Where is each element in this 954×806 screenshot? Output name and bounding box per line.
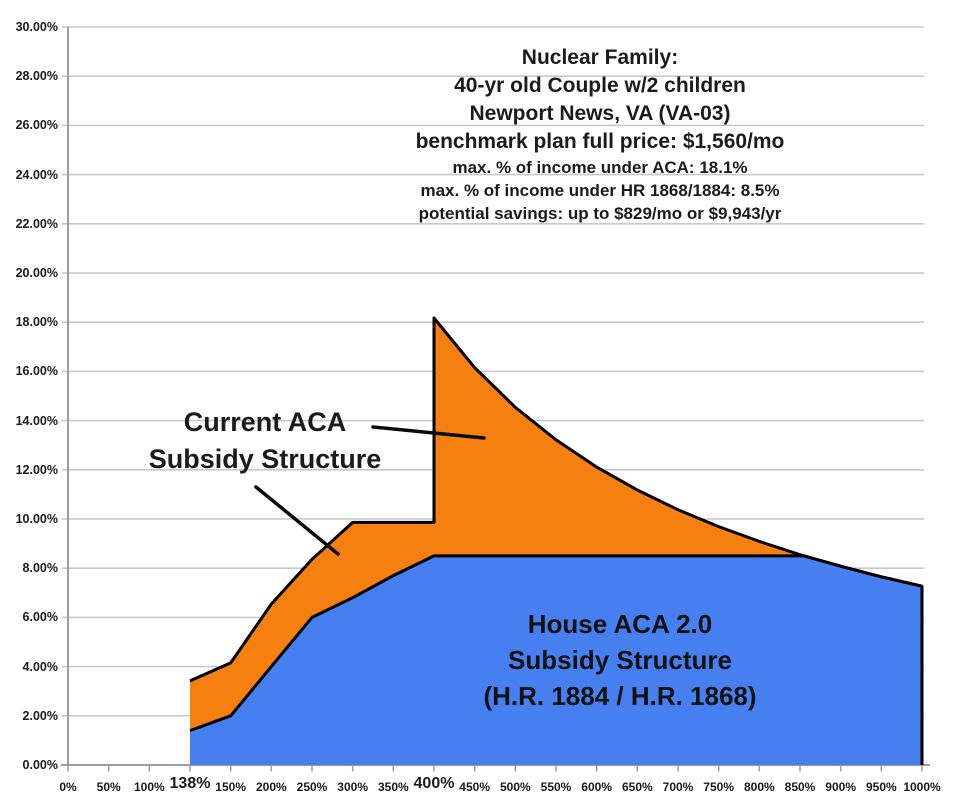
x-tick-label: 450% — [459, 780, 490, 794]
x-tick-label: 600% — [581, 780, 612, 794]
title-line-max-aca: max. % of income under ACA: 18.1% — [452, 158, 748, 177]
x-tick-label: 800% — [743, 780, 775, 794]
y-tick-label: 8.00% — [22, 561, 58, 576]
x-tick-label: 500% — [499, 780, 531, 794]
title-line-benchmark: benchmark plan full price: $1,560/mo — [415, 130, 785, 153]
y-tick-label: 4.00% — [22, 659, 58, 674]
x-tick-label: 200% — [255, 780, 287, 794]
x-tick-label: 400% — [413, 775, 455, 792]
title-line-couple: 40-yr old Couple w/2 children — [454, 74, 746, 97]
aca-area — [190, 318, 922, 731]
y-tick-label: 16.00% — [15, 364, 58, 379]
y-tick-label: 10.00% — [15, 512, 58, 526]
title-line-max-hr: max. % of income under HR 1868/1884: 8.5… — [420, 181, 780, 200]
chart-title-block: Nuclear Family: 40-yr old Couple w/2 chi… — [270, 44, 930, 225]
x-tick-label: 138% — [169, 775, 211, 792]
y-tick-label: 0.00% — [22, 758, 58, 772]
x-tick-label: 700% — [662, 780, 694, 794]
aca-area-label: Current ACA Subsidy Structure — [95, 404, 435, 478]
x-tick-label: 550% — [540, 780, 572, 794]
house-area — [190, 555, 922, 765]
y-tick-label: 14.00% — [15, 413, 58, 428]
title-line-savings: potential savings: up to $829/mo or $9,9… — [418, 204, 782, 223]
house-area-label-line2: Subsidy Structure — [508, 645, 732, 675]
x-tick-label: 250% — [296, 780, 328, 794]
y-tick-label: 2.00% — [22, 708, 58, 723]
title-line-location: Newport News, VA (VA-03) — [469, 102, 731, 125]
x-tick-label: 350% — [377, 780, 409, 794]
y-tick-label: 26.00% — [15, 118, 58, 133]
x-tick-label: 0% — [59, 780, 77, 794]
y-tick-label: 30.00% — [15, 20, 58, 34]
y-tick-label: 28.00% — [15, 69, 58, 84]
y-tick-label: 20.00% — [15, 266, 58, 280]
y-tick-label: 18.00% — [15, 315, 58, 330]
aca-area-label-line2: Subsidy Structure — [148, 444, 382, 474]
y-tick-label: 24.00% — [15, 167, 58, 182]
aca-area-label-line1: Current ACA — [183, 407, 347, 437]
x-tick-label: 950% — [865, 780, 897, 794]
x-tick-label: 650% — [621, 780, 653, 794]
y-tick-label: 6.00% — [22, 610, 58, 625]
x-tick-label: 850% — [784, 780, 816, 794]
x-tick-label: 750% — [703, 780, 734, 794]
house-area-label: House ACA 2.0 Subsidy Structure (H.R. 18… — [450, 606, 790, 714]
title-line-family: Nuclear Family: — [521, 46, 679, 69]
x-tick-label: 150% — [215, 780, 246, 794]
house-area-label-line3: (H.R. 1884 / H.R. 1868) — [483, 681, 757, 711]
x-tick-label: 100% — [133, 780, 165, 794]
y-tick-label: 12.00% — [15, 462, 58, 477]
x-tick-label: 900% — [825, 780, 856, 794]
house-area-label-line1: House ACA 2.0 — [527, 609, 713, 639]
x-tick-label: 300% — [337, 780, 368, 794]
x-tick-label: 1000% — [903, 780, 941, 794]
y-tick-label: 22.00% — [15, 216, 58, 231]
x-tick-label: 50% — [96, 780, 121, 794]
